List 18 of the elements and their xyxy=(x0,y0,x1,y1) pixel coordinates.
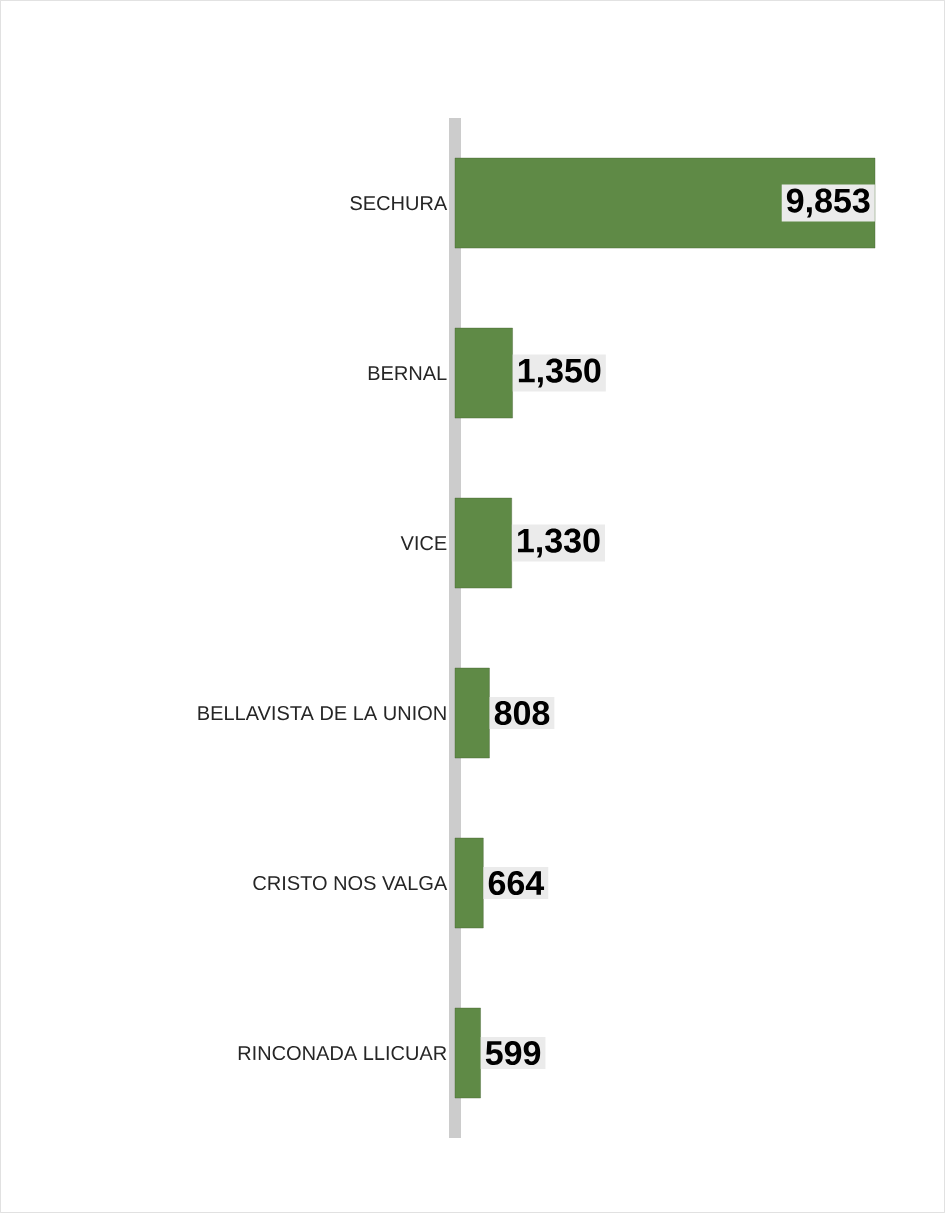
bar xyxy=(454,1007,481,1099)
y-tick-label: VICE xyxy=(400,535,447,551)
y-tick-label: CRISTO NOS VALGA xyxy=(253,875,448,891)
data-label: 664 xyxy=(488,871,545,896)
y-tick-label: SECHURA xyxy=(350,195,448,211)
data-label: 1,330 xyxy=(518,528,600,558)
y-tick-label: RINCONADA LLICUAR xyxy=(238,1045,447,1061)
y-tick-label: BERNAL xyxy=(368,366,447,380)
bar xyxy=(454,667,490,759)
bar xyxy=(454,497,512,589)
data-label: 599 xyxy=(485,1040,541,1066)
data-label: 808 xyxy=(494,701,550,726)
bar xyxy=(454,157,876,249)
y-tick-label: BELLAVISTA DE LA UNION xyxy=(198,705,446,721)
bar xyxy=(454,837,484,929)
bar xyxy=(454,327,513,419)
data-label: 9,853 xyxy=(786,188,870,218)
data-label: 1,350 xyxy=(518,358,601,388)
